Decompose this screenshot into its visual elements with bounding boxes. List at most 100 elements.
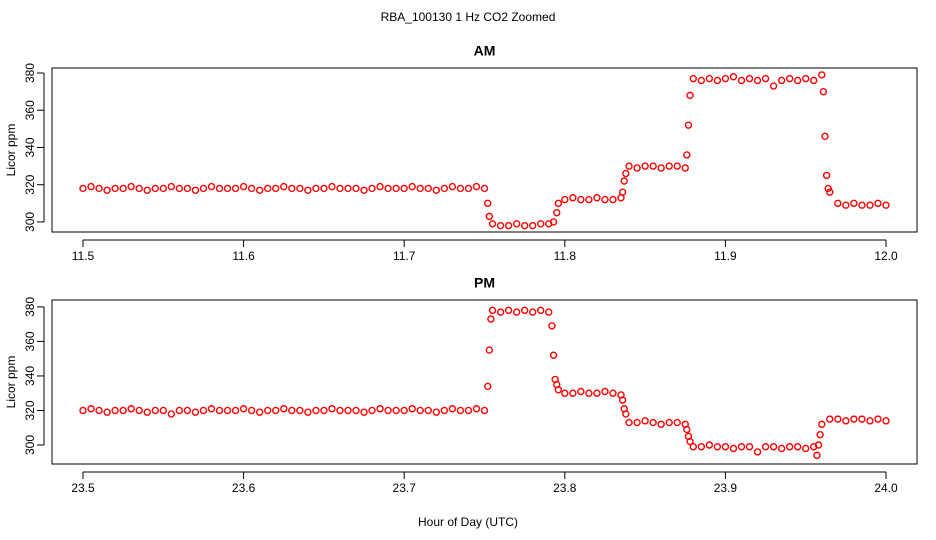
data-point xyxy=(601,195,609,204)
y-tick-label: 320 xyxy=(23,174,37,194)
x-tick-label: 11.6 xyxy=(232,249,255,263)
data-point xyxy=(810,76,818,85)
data-point xyxy=(352,184,360,193)
data-point xyxy=(818,71,826,79)
x-tick-label: 24.0 xyxy=(874,481,898,495)
data-point xyxy=(866,417,874,425)
data-point xyxy=(456,184,465,193)
y-axis-label: Licor ppm xyxy=(4,356,18,409)
x-tick-label: 11.5 xyxy=(72,249,95,263)
data-point xyxy=(263,406,272,415)
data-point xyxy=(288,406,296,415)
data-point xyxy=(834,199,842,208)
data-point xyxy=(103,186,111,195)
data-point xyxy=(858,415,866,423)
data-point xyxy=(689,443,697,451)
data-point xyxy=(485,346,494,354)
data-point xyxy=(207,405,216,413)
data-point xyxy=(448,405,457,413)
data-point xyxy=(360,408,368,416)
data-point xyxy=(713,443,722,451)
data-point xyxy=(625,418,633,427)
data-point xyxy=(272,184,280,193)
data-point xyxy=(440,184,449,193)
panel-title: AM xyxy=(474,43,496,59)
data-point xyxy=(392,406,400,415)
data-point xyxy=(684,121,693,129)
data-point xyxy=(416,406,424,415)
data-point xyxy=(769,82,778,90)
data-point xyxy=(352,406,360,415)
data-point xyxy=(424,184,432,193)
data-point xyxy=(255,408,264,416)
data-point xyxy=(721,74,730,83)
data-point xyxy=(745,74,754,83)
data-point xyxy=(87,405,95,413)
data-point xyxy=(87,182,95,191)
data-point xyxy=(866,201,874,209)
data-point xyxy=(622,169,630,178)
data-point xyxy=(826,188,834,196)
data-point xyxy=(777,444,786,453)
data-point xyxy=(802,444,810,453)
y-tick-label: 360 xyxy=(23,100,37,120)
data-point xyxy=(520,221,529,230)
data-point xyxy=(272,406,280,415)
data-point xyxy=(641,417,649,425)
data-point xyxy=(665,162,673,170)
data-point xyxy=(585,389,593,397)
data-point xyxy=(649,162,657,170)
data-point xyxy=(657,164,665,172)
x-tick-label: 11.7 xyxy=(393,249,416,263)
data-point xyxy=(207,182,216,191)
data-point xyxy=(641,162,649,170)
data-point xyxy=(802,74,810,83)
data-point xyxy=(304,186,312,195)
data-point xyxy=(554,386,563,394)
data-point xyxy=(480,406,489,415)
data-point xyxy=(231,406,240,415)
data-point xyxy=(745,443,754,451)
data-point xyxy=(697,443,706,451)
data-point xyxy=(548,322,556,330)
y-tick-label: 380 xyxy=(23,63,37,83)
data-point xyxy=(167,182,176,191)
data-point xyxy=(618,396,627,404)
data-point xyxy=(822,171,831,180)
data-point xyxy=(813,451,821,460)
data-point xyxy=(312,184,320,193)
data-point xyxy=(312,406,320,415)
plot-frame xyxy=(51,67,918,233)
y-axis-label: Licor ppm xyxy=(4,124,18,177)
data-point xyxy=(336,406,344,415)
data-point xyxy=(95,184,103,193)
data-point xyxy=(360,186,368,195)
data-point xyxy=(553,208,561,217)
data-point xyxy=(408,182,416,191)
data-point xyxy=(95,406,103,415)
data-point xyxy=(561,195,569,204)
data-point xyxy=(569,389,577,397)
data-point xyxy=(665,418,673,427)
data-point xyxy=(882,201,890,209)
data-point xyxy=(464,184,473,193)
data-point xyxy=(785,74,794,83)
data-point xyxy=(554,199,563,208)
y-tick-label: 300 xyxy=(23,435,37,455)
x-tick-label: 23.8 xyxy=(553,481,577,495)
data-point xyxy=(408,405,416,413)
data-point xyxy=(223,406,232,415)
y-tick-label: 320 xyxy=(23,400,37,420)
data-point xyxy=(472,182,481,191)
data-point xyxy=(686,91,694,100)
data-point xyxy=(484,199,492,208)
data-point xyxy=(247,184,256,193)
data-point xyxy=(512,220,521,228)
data-point xyxy=(512,308,521,316)
data-point xyxy=(874,199,882,208)
data-point xyxy=(175,184,184,193)
data-point xyxy=(496,221,505,230)
data-point xyxy=(280,182,288,191)
data-point xyxy=(424,406,432,415)
data-point xyxy=(127,405,135,413)
